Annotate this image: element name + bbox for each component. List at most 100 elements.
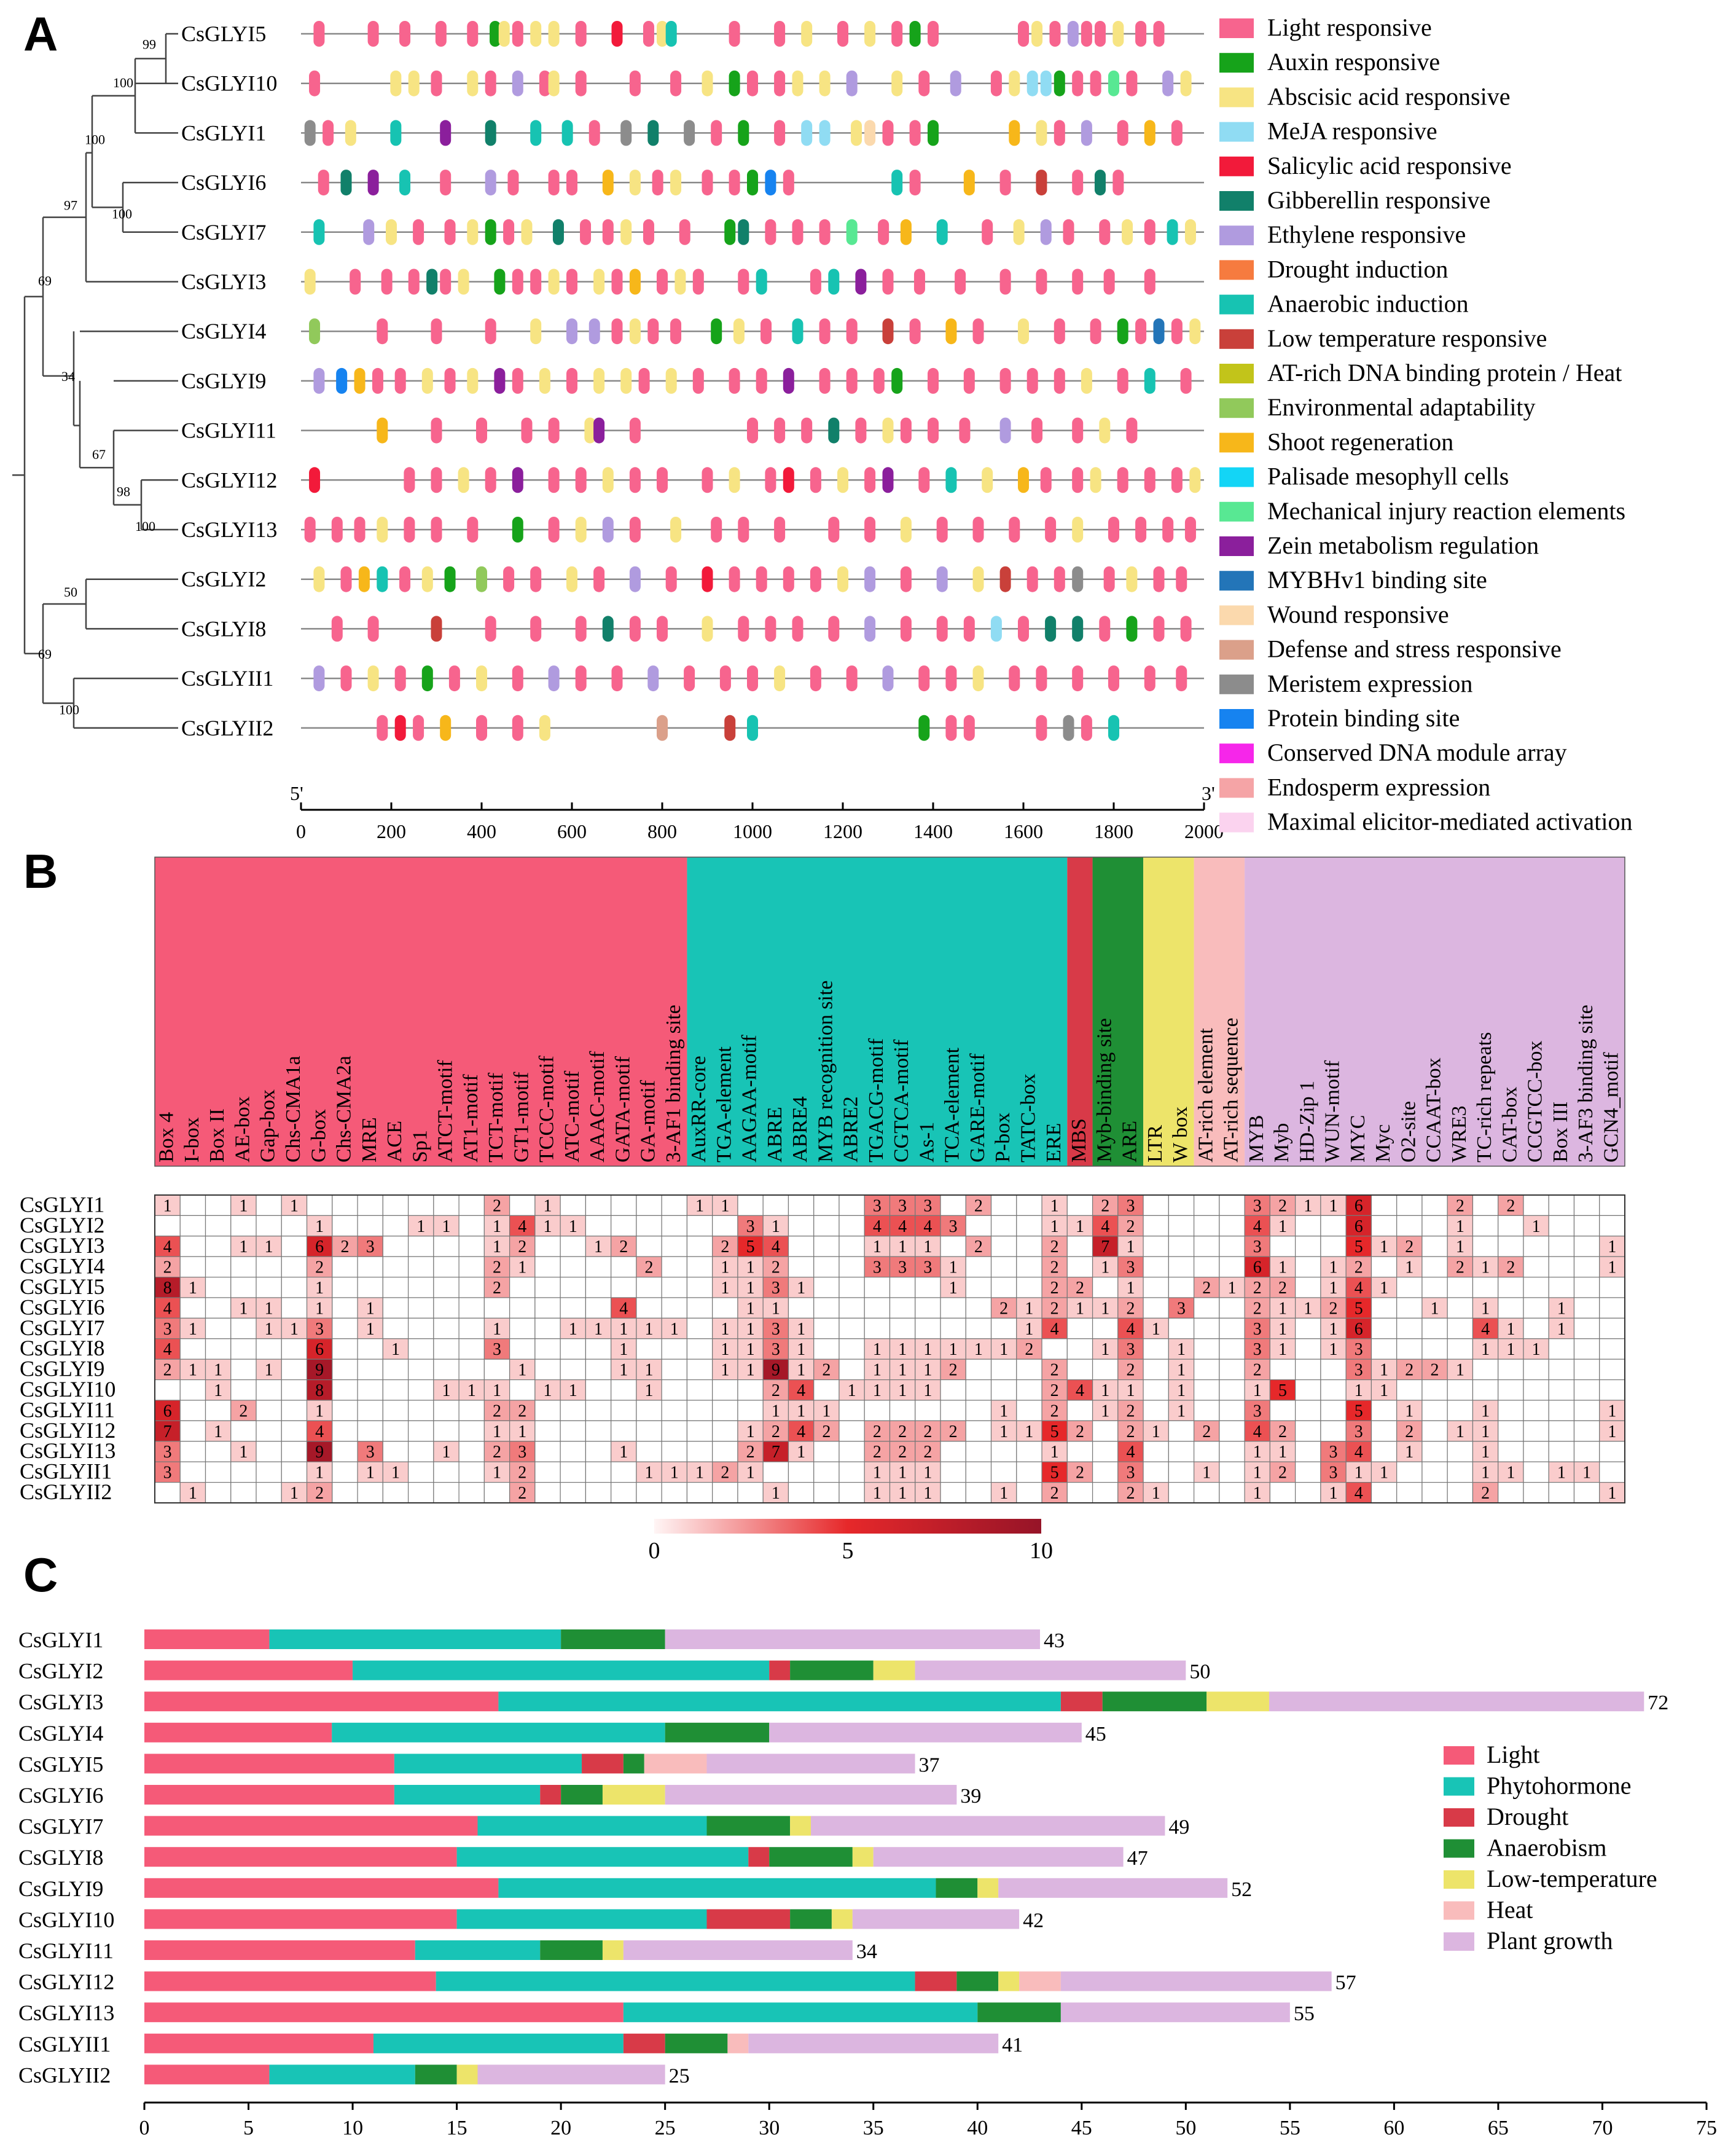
cis-element-low-temperature-responsive bbox=[999, 566, 1011, 592]
cis-element-abscisic-acid-responsive bbox=[1081, 367, 1092, 394]
heatmap-cell bbox=[636, 1420, 662, 1442]
heatmap-cell bbox=[332, 1400, 358, 1422]
cis-element-anaerobic-induction bbox=[936, 219, 948, 245]
heatmap-cell bbox=[1168, 1297, 1195, 1319]
heatmap-cell bbox=[1143, 1358, 1169, 1381]
heatmap-cell-value: 1 bbox=[290, 1196, 299, 1215]
cis-element-abscisic-acid-responsive bbox=[602, 467, 614, 493]
heatmap-row-label-csglyi10: CsGLYI10 bbox=[20, 1377, 115, 1401]
heatmap-cell-value: 2 bbox=[1050, 1361, 1059, 1380]
column-label-ltr: LTR bbox=[1144, 1125, 1167, 1162]
heatmap-cell-value: 4 bbox=[315, 1422, 324, 1441]
bar-segment-light bbox=[144, 1847, 457, 1867]
heatmap-cell bbox=[636, 1194, 662, 1217]
heatmap-cell bbox=[686, 1297, 713, 1319]
column-label-i-box: I-box bbox=[181, 1117, 203, 1162]
cis-element-light-responsive bbox=[990, 70, 1002, 96]
heatmap-cell bbox=[154, 1400, 181, 1422]
bar-label-csglyi1: CsGLYI1 bbox=[18, 1628, 103, 1652]
heatmap-cell bbox=[154, 1482, 181, 1503]
cis-element-abscisic-acid-responsive bbox=[458, 269, 469, 295]
heatmap-cell bbox=[1092, 1482, 1119, 1503]
column-label-are: ARE bbox=[1119, 1121, 1141, 1162]
group-band-low-temperature bbox=[1143, 857, 1194, 1166]
heatmap-cell-value: 1 bbox=[1101, 1340, 1109, 1359]
heatmap-cell bbox=[1295, 1256, 1321, 1278]
heatmap-cell bbox=[1498, 1297, 1524, 1319]
heatmap-cell bbox=[864, 1379, 891, 1401]
heatmap-cell-value: 1 bbox=[1380, 1279, 1388, 1298]
heatmap-cell bbox=[839, 1441, 865, 1462]
heatmap-cell-value: 5 bbox=[1050, 1422, 1059, 1441]
heatmap-cell bbox=[1092, 1277, 1119, 1298]
cis-element-anaerobic-induction bbox=[1144, 367, 1155, 394]
heatmap-cell bbox=[636, 1297, 662, 1319]
heatmap-cell-value: 7 bbox=[772, 1443, 780, 1462]
heatmap-cell bbox=[965, 1317, 992, 1339]
cis-element-auxin-responsive bbox=[1117, 318, 1128, 345]
heatmap-cell bbox=[357, 1400, 383, 1422]
bar-segment-anaerobism bbox=[706, 1816, 791, 1836]
heatmap-cell-value: 1 bbox=[442, 1381, 450, 1400]
heatmap-cell-value: 2 bbox=[518, 1484, 526, 1503]
heatmap-cell-value: 2 bbox=[1456, 1258, 1464, 1277]
heatmap-cell-value: 1 bbox=[189, 1361, 197, 1380]
heatmap-cell-value: 1 bbox=[797, 1279, 805, 1298]
cis-element-ethylene-responsive bbox=[313, 367, 325, 394]
cis-element-zein-metabolism-regulation bbox=[440, 120, 452, 146]
heatmap-cell bbox=[357, 1420, 383, 1442]
heatmap-cell bbox=[813, 1420, 840, 1442]
cis-element-light-responsive bbox=[738, 616, 749, 642]
cis-element-light-responsive bbox=[394, 367, 406, 394]
cis-element-light-responsive bbox=[1103, 566, 1115, 592]
heatmap-cell bbox=[1548, 1461, 1575, 1483]
cis-element-light-responsive bbox=[399, 21, 411, 47]
legend-a-label-drought-induction: Drought induction bbox=[1267, 255, 1448, 283]
bar-segment-drought bbox=[540, 1785, 561, 1805]
heatmap-cell bbox=[1066, 1379, 1093, 1401]
heatmap-cell-value: 2 bbox=[1050, 1484, 1059, 1503]
heatmap-cell bbox=[281, 1297, 308, 1319]
heatmap-cell-value: 2 bbox=[493, 1401, 501, 1421]
heatmap-cell-value: 1 bbox=[366, 1320, 375, 1339]
legend-a-label-ethylene-responsive: Ethylene responsive bbox=[1267, 221, 1466, 248]
heatmap-cell-value: 4 bbox=[1355, 1484, 1363, 1503]
panel-b-heatmap: Box 4 I-box Box II AE-box Gap-box Chs-CMA1a G-… bbox=[20, 857, 1625, 1564]
cis-element-meristem-expression bbox=[684, 120, 695, 146]
heatmap-cell bbox=[281, 1317, 308, 1339]
heatmap-cell-value: 1 bbox=[721, 1340, 729, 1359]
heatmap-cell-value: 1 bbox=[1101, 1401, 1109, 1421]
heatmap-cell bbox=[940, 1194, 966, 1217]
heatmap-cell-value: 1 bbox=[1456, 1361, 1464, 1380]
heatmap-cell-value: 4 bbox=[163, 1299, 172, 1318]
bar-segment-light bbox=[144, 1940, 415, 1960]
cis-element-abscisic-acid-responsive bbox=[377, 517, 388, 543]
heatmap-cell-value: 1 bbox=[1050, 1217, 1059, 1236]
cis-element-light-responsive bbox=[467, 517, 479, 543]
heatmap-cell bbox=[1523, 1400, 1549, 1422]
heatmap-cell-value: 1 bbox=[1253, 1381, 1262, 1400]
cis-element-abscisic-acid-responsive bbox=[620, 367, 632, 394]
heatmap-cell-value: 1 bbox=[1025, 1320, 1033, 1339]
cis-element-meja-responsive bbox=[990, 616, 1002, 642]
heatmap-cell bbox=[1295, 1215, 1321, 1237]
cis-element-light-responsive bbox=[909, 120, 921, 146]
heatmap-cell-value: 1 bbox=[189, 1320, 197, 1339]
heatmap-cell bbox=[1548, 1420, 1575, 1442]
cis-element-light-responsive bbox=[629, 70, 641, 96]
heatmap-cell bbox=[636, 1338, 662, 1360]
heatmap-cell bbox=[661, 1317, 688, 1339]
bar-label-csglyii1: CsGLYII1 bbox=[18, 2032, 111, 2056]
cis-element-ethylene-responsive bbox=[588, 318, 600, 345]
heatmap-cell bbox=[407, 1297, 434, 1319]
heatmap-cell bbox=[864, 1441, 891, 1462]
heatmap-cell bbox=[1548, 1441, 1575, 1462]
heatmap-cell bbox=[636, 1461, 662, 1483]
heatmap-cell bbox=[281, 1358, 308, 1381]
heatmap-cell-value: 4 bbox=[1126, 1320, 1135, 1339]
heatmap-cell bbox=[1269, 1277, 1296, 1298]
cis-element-light-responsive bbox=[1026, 566, 1038, 592]
bar-segment-anaerobism bbox=[977, 2002, 1061, 2023]
gene-label-csglyi1: CsGLYI1 bbox=[181, 120, 266, 145]
legend-a-swatch-anaerobic-induction bbox=[1219, 294, 1254, 315]
